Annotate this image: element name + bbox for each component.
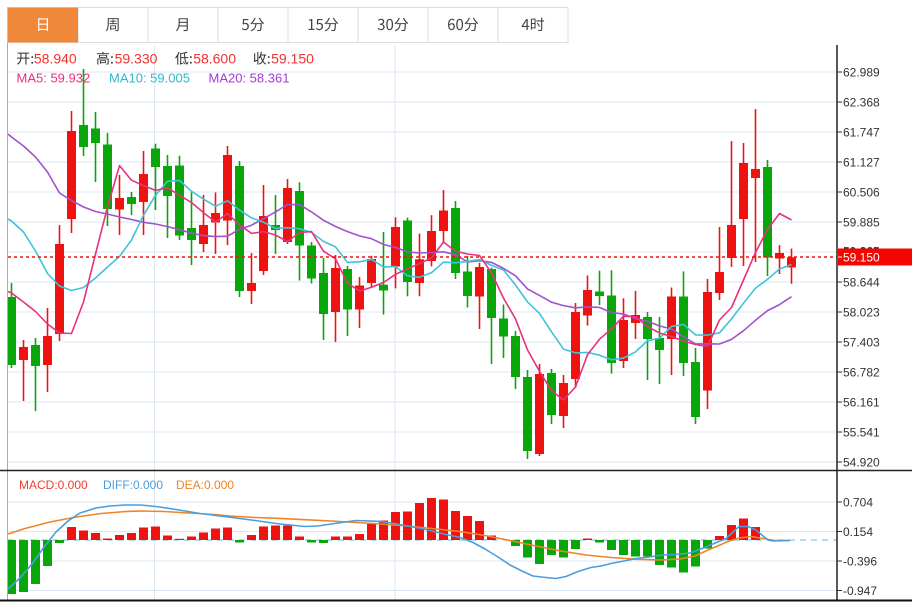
svg-text:MA10: 59.005: MA10: 59.005 bbox=[109, 71, 190, 86]
svg-text:59.150: 59.150 bbox=[843, 251, 880, 265]
svg-text:56.782: 56.782 bbox=[843, 366, 880, 380]
svg-text:57.403: 57.403 bbox=[843, 336, 880, 350]
svg-text:58.023: 58.023 bbox=[843, 306, 880, 320]
svg-text:DIFF:0.000: DIFF:0.000 bbox=[103, 478, 163, 492]
svg-text:0.704: 0.704 bbox=[843, 496, 873, 510]
svg-text:MACD:0.000: MACD:0.000 bbox=[19, 478, 88, 492]
svg-text:-0.396: -0.396 bbox=[843, 555, 877, 569]
svg-text:0.154: 0.154 bbox=[843, 525, 873, 539]
svg-text:61.127: 61.127 bbox=[843, 156, 880, 170]
svg-text:59.150: 59.150 bbox=[271, 51, 314, 67]
svg-text:MA20: 58.361: MA20: 58.361 bbox=[209, 71, 290, 86]
svg-text:59.330: 59.330 bbox=[115, 51, 158, 67]
svg-text:58.600: 58.600 bbox=[193, 51, 236, 67]
svg-text:62.368: 62.368 bbox=[843, 96, 880, 110]
svg-text:58.940: 58.940 bbox=[34, 51, 77, 67]
svg-text:60.506: 60.506 bbox=[843, 186, 880, 200]
svg-text:62.989: 62.989 bbox=[843, 66, 880, 80]
svg-text:61.747: 61.747 bbox=[843, 126, 880, 140]
svg-text:MA5: 59.932: MA5: 59.932 bbox=[17, 71, 91, 86]
svg-text:56.161: 56.161 bbox=[843, 396, 880, 410]
svg-text:DEA:0.000: DEA:0.000 bbox=[176, 478, 234, 492]
svg-text:59.885: 59.885 bbox=[843, 216, 880, 230]
svg-text:58.644: 58.644 bbox=[843, 276, 880, 290]
svg-text:-0.947: -0.947 bbox=[843, 584, 877, 598]
svg-text:54.920: 54.920 bbox=[843, 456, 880, 470]
svg-text:55.541: 55.541 bbox=[843, 426, 880, 440]
